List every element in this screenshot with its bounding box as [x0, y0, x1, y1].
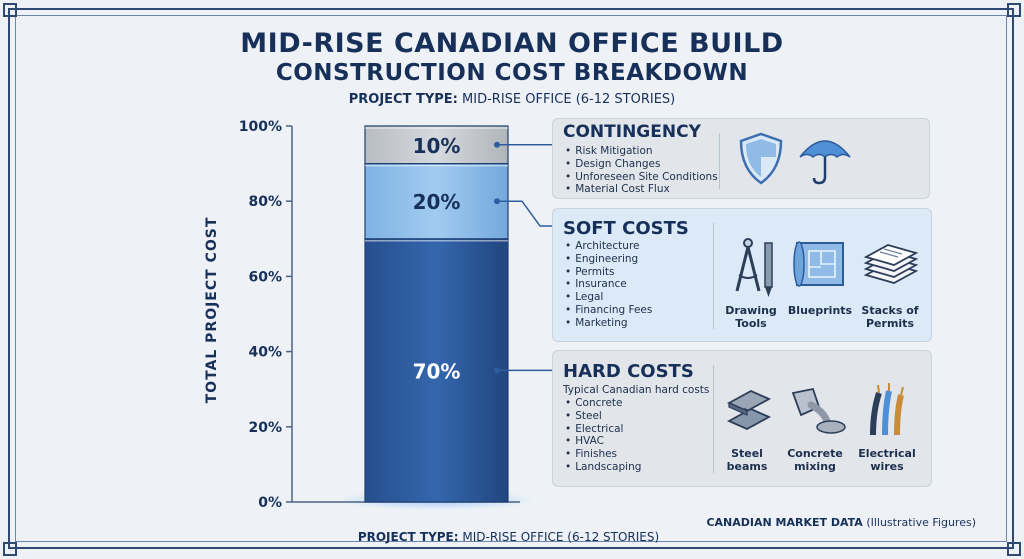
bar-segment-hard-costs: 70%	[364, 238, 509, 503]
hard-costs-list: Concrete Steel Electrical HVAC Finishes …	[565, 397, 641, 474]
corner-ornament	[1007, 3, 1021, 17]
footer-project-type-label: PROJECT TYPE:	[357, 530, 459, 544]
project-type-value: MID-RISE OFFICE (6-12 STORIES)	[462, 92, 676, 107]
y-tick-label: 20%	[248, 420, 282, 436]
contingency-list: Risk Mitigation Design Changes Unforesee…	[565, 145, 718, 196]
list-item: Legal	[565, 291, 652, 304]
hard-costs-panel: HARD COSTS Typical Canadian hard costs C…	[552, 350, 932, 487]
connector-dot	[494, 198, 500, 205]
market-data-qualifier: (Illustrative Figures)	[866, 516, 976, 529]
list-item: Marketing	[565, 317, 652, 330]
corner-ornament	[3, 542, 17, 556]
list-item: Risk Mitigation	[565, 145, 718, 158]
footer-project-type-value: MID-RISE OFFICE (6-12 STORIES)	[462, 530, 660, 544]
electrical-wires-label: Electrical wires	[858, 447, 916, 473]
y-tick-label: 0%	[258, 495, 282, 511]
panel-divider	[713, 365, 714, 473]
list-item: Finishes	[565, 448, 641, 461]
concrete-mixing-icon	[791, 387, 846, 434]
list-item: Permits	[565, 266, 652, 279]
list-item: Electrical	[565, 423, 641, 436]
list-item: Financing Fees	[565, 304, 652, 317]
market-data-label: CANADIAN MARKET DATA	[706, 516, 863, 529]
stacks-of-permits-icon	[863, 244, 919, 284]
panel-divider	[713, 223, 714, 329]
corner-ornament	[1007, 542, 1021, 556]
market-data-note: CANADIAN MARKET DATA (Illustrative Figur…	[706, 516, 976, 529]
bar-segment-soft-costs: 20%	[364, 163, 509, 240]
steel-beams-label: Steel beams	[726, 447, 768, 473]
soft-costs-list: Architecture Engineering Permits Insuran…	[565, 240, 652, 330]
stacks-of-permits-label: Stacks of Permits	[861, 304, 919, 330]
blueprints-label: Blueprints	[787, 304, 853, 317]
outer-frame	[8, 8, 1014, 549]
inner-frame	[15, 15, 1007, 542]
list-item: Insurance	[565, 278, 652, 291]
y-tick-label: 100%	[239, 119, 282, 135]
list-item: Concrete	[565, 397, 641, 410]
project-type-footer: PROJECT TYPE: MID-RISE OFFICE (6-12 STOR…	[297, 530, 720, 544]
contingency-title: CONTINGENCY	[563, 122, 701, 142]
list-item: HVAC	[565, 435, 641, 448]
connector-dot	[494, 367, 500, 374]
shield-icon	[739, 132, 783, 185]
drawing-tools-icon	[735, 238, 773, 297]
list-item: Design Changes	[565, 158, 718, 171]
list-item: Steel	[565, 410, 641, 423]
page-subtitle: CONSTRUCTION COST BREAKDOWN	[275, 60, 749, 86]
umbrella-icon	[799, 140, 851, 185]
bar-segment	[364, 125, 509, 165]
list-item: Unforeseen Site Conditions	[565, 171, 717, 184]
connector-line	[497, 200, 552, 227]
project-type-header: PROJECT TYPE: MID-RISE OFFICE (6-12 STOR…	[0, 92, 1024, 107]
drawing-tools-label: Drawing Tools	[725, 304, 777, 330]
bar-segment	[364, 163, 509, 240]
soft-costs-title: SOFT COSTS	[563, 218, 689, 239]
bar-data-label: 20%	[413, 190, 461, 214]
blueprints-icon	[793, 241, 844, 287]
project-type-label: PROJECT TYPE:	[348, 92, 458, 107]
bar-data-label: 70%	[413, 359, 461, 383]
bar-segment	[364, 238, 509, 503]
bar-data-label: 10%	[413, 134, 461, 158]
bar-segment-contingency: 10%	[364, 125, 509, 165]
list-item: Architecture	[565, 240, 652, 253]
connector-dot	[494, 141, 500, 148]
y-tick-label: 40%	[248, 345, 282, 361]
y-tick-label: 80%	[248, 194, 282, 210]
electrical-wires-icon	[870, 383, 904, 436]
steel-beam-icon	[726, 389, 772, 431]
y-tick-label: 60%	[248, 269, 282, 285]
panel-divider	[719, 133, 720, 189]
page-title: MID-RISE CANADIAN OFFICE BUILD	[240, 28, 784, 59]
hard-costs-note: Typical Canadian hard costs	[563, 384, 710, 396]
hard-costs-title: HARD COSTS	[563, 361, 694, 382]
list-item: Landscaping	[565, 461, 641, 474]
list-item: Material Cost Flux	[565, 183, 718, 196]
concrete-mixing-label: Concrete mixing	[787, 447, 843, 473]
contingency-panel: CONTINGENCY Risk Mitigation Design Chang…	[552, 118, 930, 199]
list-item: Engineering	[565, 253, 652, 266]
corner-ornament	[3, 3, 17, 17]
soft-costs-panel: SOFT COSTS Architecture Engineering Perm…	[552, 208, 932, 342]
